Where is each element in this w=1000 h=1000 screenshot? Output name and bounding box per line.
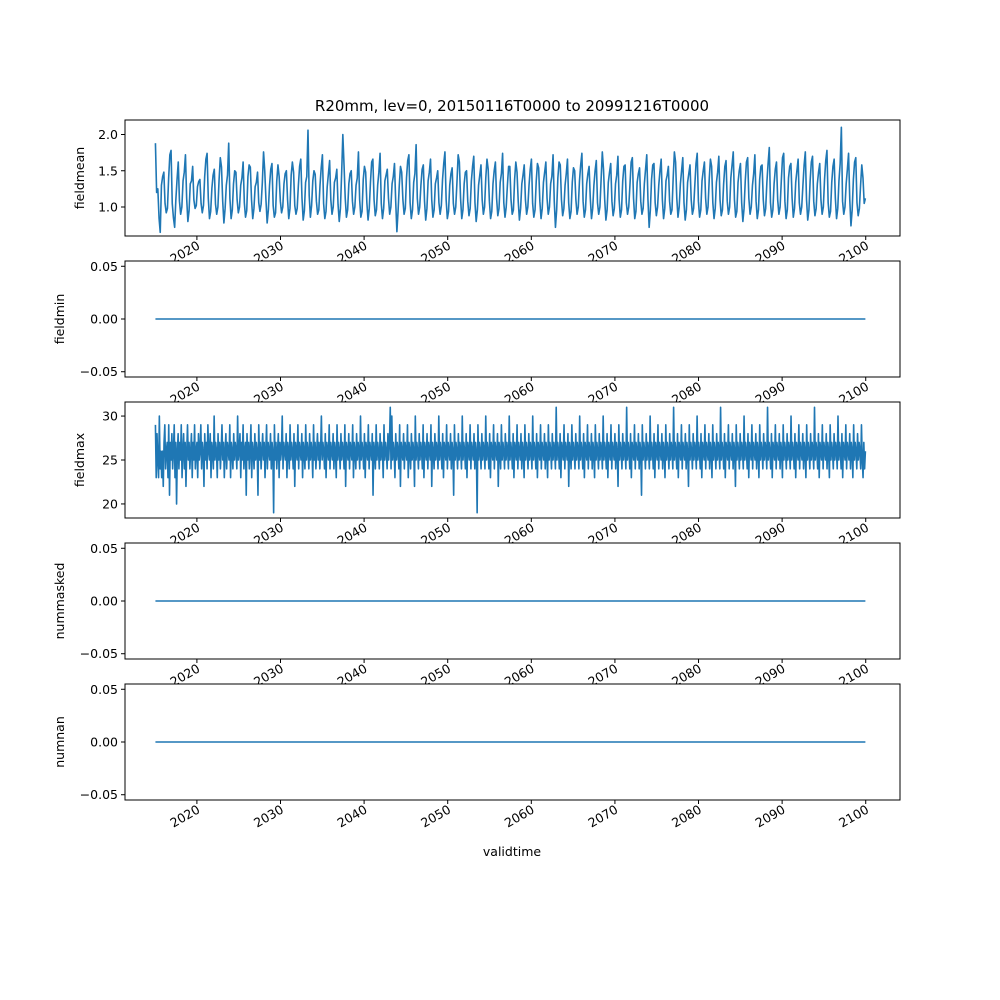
y-tick-label: −0.05	[80, 646, 118, 661]
y-tick-label: 1.0	[98, 200, 118, 215]
y-tick-label: −0.05	[80, 787, 118, 802]
y-tick-label: 20	[102, 496, 118, 511]
y-axis-label-fieldmax: fieldmax	[72, 433, 87, 487]
series-line-fieldmax	[154, 406, 867, 514]
y-tick-label: 0.05	[90, 259, 118, 274]
axes-frame-fieldmean	[124, 119, 901, 237]
y-axis-label-fieldmin: fieldmin	[52, 294, 67, 345]
y-tick-label: 0.05	[90, 541, 118, 556]
y-tick-label: 0.00	[90, 312, 118, 327]
y-tick-label: −0.05	[80, 364, 118, 379]
y-tick-label: 2.0	[98, 127, 118, 142]
y-tick-label: 25	[102, 453, 118, 468]
y-axis-label-nummasked: nummasked	[52, 563, 67, 640]
y-axis-label-numnan: numnan	[52, 716, 67, 768]
y-tick-label: 0.00	[90, 594, 118, 609]
y-axis-label-fieldmean: fieldmean	[72, 147, 87, 209]
y-tick-label: 0.00	[90, 735, 118, 750]
y-tick-label: 30	[102, 409, 118, 424]
y-tick-label: 1.5	[98, 163, 118, 178]
x-axis-label: validtime	[483, 844, 541, 859]
figure-title: R20mm, lev=0, 20150116T0000 to 20991216T…	[315, 97, 709, 115]
y-tick-label: 0.05	[90, 682, 118, 697]
series-line-fieldmean	[154, 126, 867, 234]
